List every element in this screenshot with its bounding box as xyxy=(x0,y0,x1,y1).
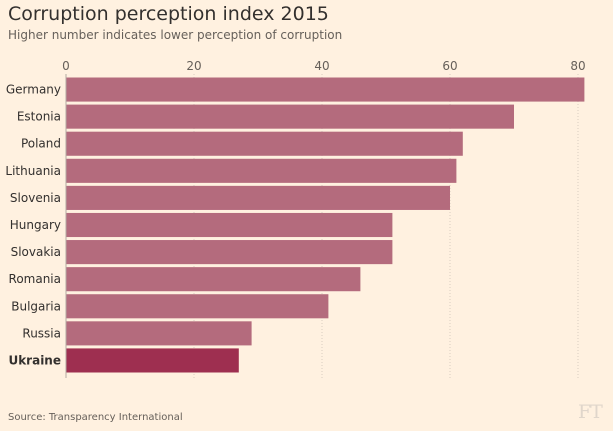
bar xyxy=(66,240,393,265)
x-tick-label: 20 xyxy=(186,59,201,73)
bar xyxy=(66,294,329,319)
chart-subtitle: Higher number indicates lower perception… xyxy=(8,28,343,42)
bar xyxy=(66,212,393,238)
category-label: Ukraine xyxy=(8,353,61,367)
bar xyxy=(66,321,252,346)
category-label: Russia xyxy=(22,326,61,340)
category-label: Germany xyxy=(6,83,61,97)
category-label: Hungary xyxy=(10,218,61,232)
category-labels: Germany Estonia Poland Lithuania Slovenia Hun… xyxy=(5,83,61,368)
category-label: Slovenia xyxy=(10,191,61,205)
category-label: Lithuania xyxy=(5,164,61,178)
x-tick-label: 0 xyxy=(62,59,70,73)
bar xyxy=(66,267,361,292)
x-tick-label: 80 xyxy=(570,59,585,73)
x-tick-label: 60 xyxy=(442,59,457,73)
source-note: Source: Transparency International xyxy=(8,412,183,423)
chart-title: Corruption perception index 2015 xyxy=(8,3,329,25)
x-axis-ticks: 0 20 40 60 80 xyxy=(62,59,585,73)
bar xyxy=(66,185,450,210)
bar xyxy=(66,348,239,373)
bar xyxy=(66,158,457,183)
bar xyxy=(66,131,463,156)
category-label: Bulgaria xyxy=(11,299,61,313)
bars xyxy=(66,77,585,373)
category-label: Romania xyxy=(9,272,61,286)
ft-logo: FT xyxy=(578,401,603,423)
category-label: Poland xyxy=(21,137,61,151)
x-tick-label: 40 xyxy=(314,59,329,73)
category-label: Slovakia xyxy=(11,245,61,259)
category-label: Estonia xyxy=(17,110,61,124)
bar xyxy=(66,104,514,129)
bar xyxy=(66,77,585,102)
